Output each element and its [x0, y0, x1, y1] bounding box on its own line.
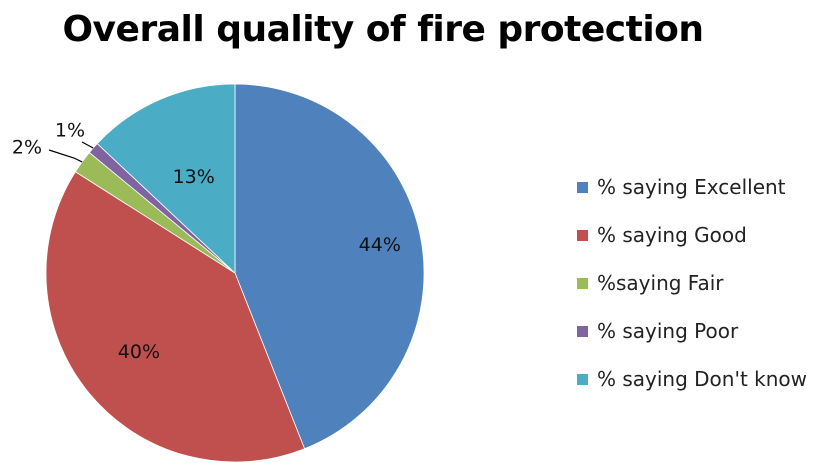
legend-item-good: % saying Good	[577, 211, 817, 259]
legend-swatch	[577, 277, 588, 289]
pie-slice-saying-excellent	[234, 83, 425, 450]
leader-line-saying-fair	[48, 149, 83, 163]
data-label-saying-good: 40%	[118, 341, 160, 363]
data-label-saying-excellent: 44%	[359, 234, 401, 256]
legend: % saying Excellent % saying Good %saying…	[577, 163, 817, 403]
leader-line-saying-poor	[81, 141, 94, 149]
legend-label: % saying Excellent	[597, 175, 786, 199]
legend-item-excellent: % saying Excellent	[577, 163, 817, 211]
legend-label: % saying Don't know	[597, 367, 808, 391]
pie-slice-saying-don-t-know	[96, 83, 236, 274]
data-label-saying-poor: 1%	[55, 120, 85, 142]
legend-item-poor: % saying Poor	[577, 307, 817, 355]
legend-item-dont-know: % saying Don't know	[577, 355, 817, 403]
pie-slice-saying-good	[45, 171, 306, 463]
data-label-saying-don-t-know: 13%	[173, 166, 215, 188]
chart-title: Overall quality of fire protection	[62, 9, 704, 50]
legend-swatch	[577, 373, 588, 385]
legend-label: % saying Good	[597, 223, 747, 247]
legend-swatch	[577, 325, 588, 337]
legend-swatch	[577, 181, 588, 193]
legend-label: % saying Poor	[597, 319, 739, 343]
legend-label: %saying Fair	[597, 271, 724, 295]
legend-swatch	[577, 229, 588, 241]
legend-item-fair: %saying Fair	[577, 259, 817, 307]
data-label-saying-fair: 2%	[12, 137, 42, 159]
